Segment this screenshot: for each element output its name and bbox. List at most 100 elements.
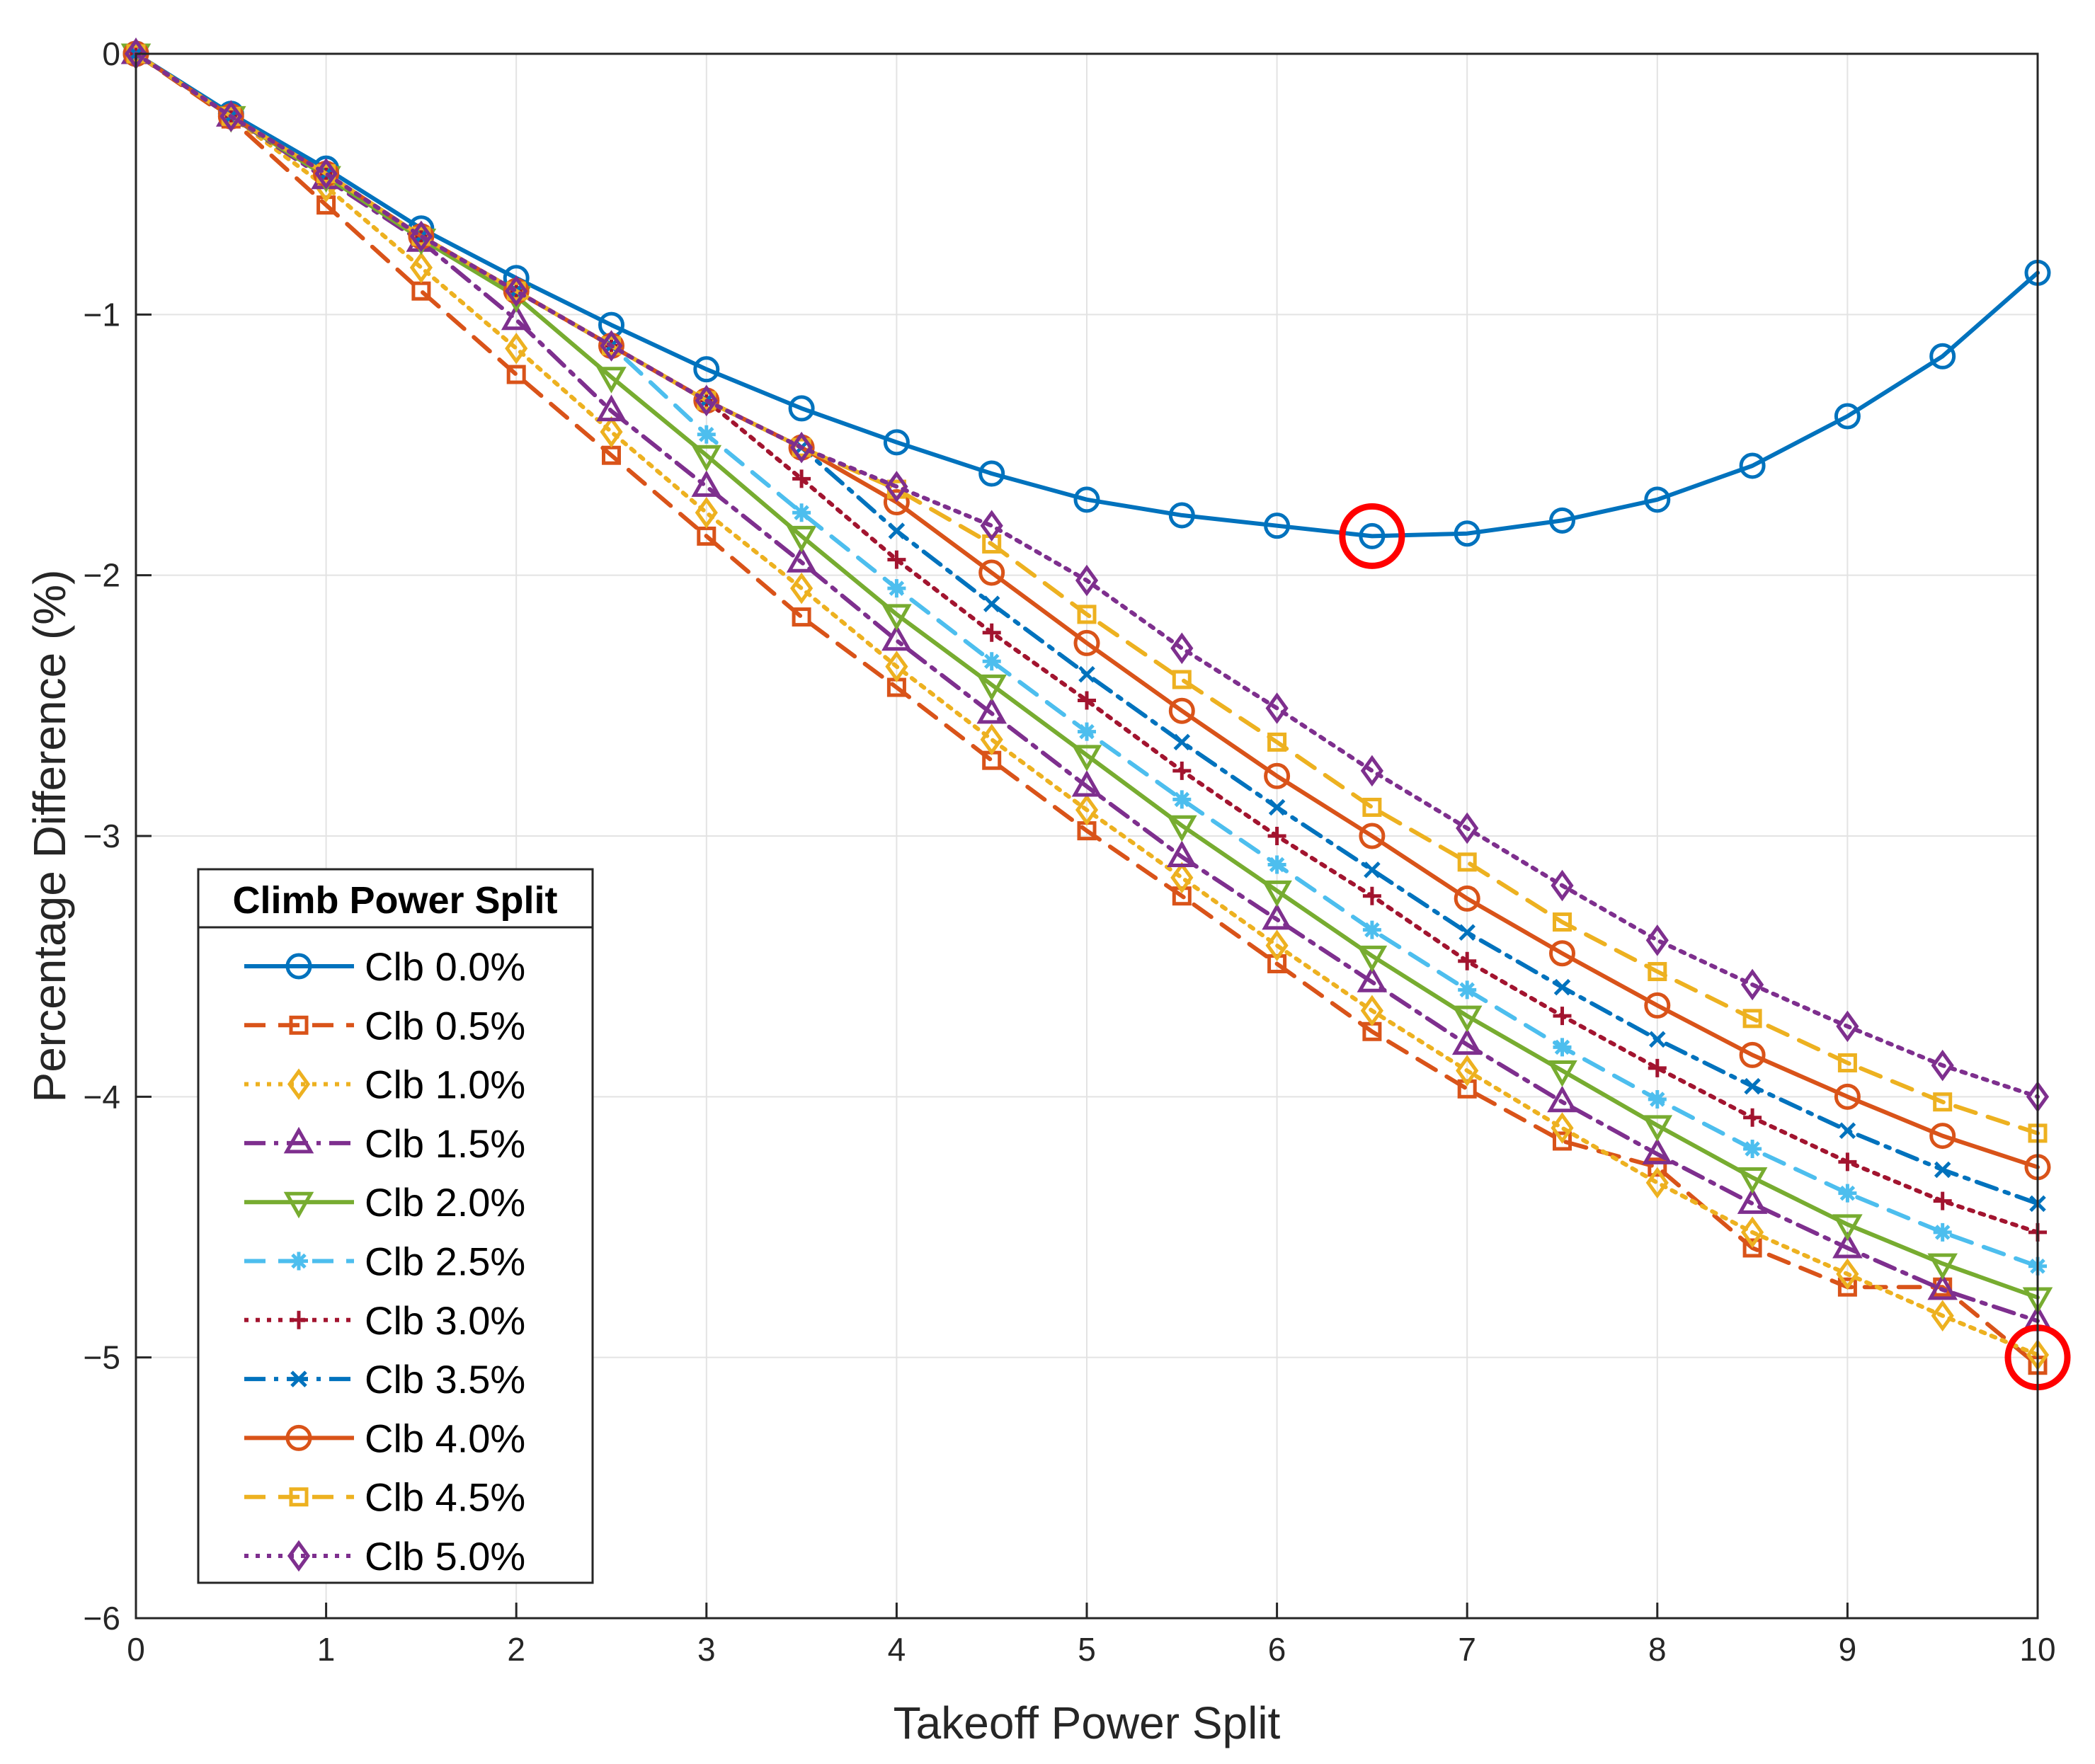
y-tick-label: −5: [84, 1339, 120, 1376]
data-point: [1172, 670, 1192, 689]
data-point: [1359, 522, 1386, 549]
data-point: [596, 394, 627, 422]
legend-marker: [287, 1068, 311, 1100]
data-point: [1264, 762, 1291, 789]
data-point: [887, 579, 906, 598]
data-point: [1838, 1152, 1857, 1172]
data-point: [501, 303, 532, 331]
y-tick-label: −4: [84, 1078, 120, 1115]
data-point: [980, 723, 1003, 755]
data-point: [883, 489, 910, 516]
data-point: [314, 158, 338, 190]
y-tick-label: −1: [84, 296, 120, 333]
legend-entry: Clb 2.5%: [244, 1239, 525, 1284]
data-point: [790, 431, 814, 464]
data-point: [1645, 924, 1669, 956]
legend-entry: Clb 4.5%: [244, 1475, 525, 1520]
data-point: [1934, 1161, 1951, 1179]
data-point: [792, 607, 811, 627]
data-point: [1071, 769, 1102, 797]
data-point: [1167, 840, 1197, 867]
legend-entry: Clb 3.5%: [244, 1357, 525, 1402]
x-tick-label: 9: [1839, 1631, 1857, 1668]
y-tick-label: −6: [84, 1600, 120, 1637]
data-point: [1839, 1122, 1856, 1139]
data-point: [983, 595, 1000, 612]
data-point: [1642, 1138, 1673, 1164]
data-point: [409, 251, 433, 284]
legend-entry: Clb 1.5%: [244, 1121, 525, 1166]
legend-entry: Clb 2.0%: [244, 1180, 525, 1225]
data-point: [1837, 1277, 1857, 1297]
data-point: [600, 416, 623, 448]
data-point: [1644, 992, 1671, 1019]
legend-entry: Clb 0.0%: [244, 944, 525, 989]
data-point: [1549, 940, 1575, 967]
data-point: [1075, 564, 1099, 597]
legend-label: Clb 5.0%: [365, 1534, 525, 1579]
x-tick-label: 4: [888, 1631, 906, 1668]
data-point: [1648, 962, 1667, 982]
legend-label: Clb 2.5%: [365, 1239, 525, 1284]
data-point: [1836, 1258, 1859, 1290]
data-point: [1456, 1055, 1479, 1087]
data-point: [1553, 1007, 1572, 1026]
data-point: [1553, 912, 1572, 932]
legend-label: Clb 3.5%: [365, 1357, 525, 1402]
data-point: [1359, 823, 1386, 849]
y-axis-title: Percentage Difference (%): [24, 570, 75, 1103]
data-point: [1834, 1083, 1861, 1110]
data-point: [1073, 629, 1100, 656]
data-point: [1173, 733, 1191, 751]
data-point: [976, 674, 1007, 701]
data-point: [1362, 920, 1381, 939]
data-point: [1737, 1187, 1768, 1214]
data-point: [1172, 790, 1192, 809]
data-point: [1262, 903, 1292, 930]
legend-label: Clb 2.0%: [365, 1180, 525, 1225]
ticks: 0 1 2 3 4 5 6 7 8 9 10 0 −1 −2 −3 −4 −5 −6: [84, 35, 2056, 1668]
series-line: [134, 52, 2040, 1324]
data-point: [1265, 929, 1289, 961]
data-point: [1739, 1041, 1766, 1068]
data-point: [1268, 798, 1286, 816]
legend-entry: Clb 3.0%: [244, 1298, 525, 1343]
data-point: [1075, 794, 1099, 826]
data-point: [600, 330, 623, 362]
data-point: [1170, 632, 1194, 665]
data-point: [1551, 1112, 1574, 1144]
y-tick-label: −3: [84, 818, 120, 854]
legend-label: Clb 0.5%: [365, 1003, 525, 1048]
data-point: [978, 460, 1005, 487]
data-point: [1267, 827, 1286, 845]
legend-marker: [290, 1370, 307, 1387]
x-tick-label: 1: [317, 1631, 336, 1668]
x-tick-label: 8: [1648, 1631, 1667, 1668]
data-point: [1357, 945, 1388, 973]
data-point: [1929, 1123, 1956, 1150]
data-point: [1553, 978, 1571, 996]
data-point: [1458, 980, 1477, 1000]
data-point: [1458, 951, 1477, 970]
data-point: [982, 623, 1001, 642]
data-point: [505, 275, 528, 307]
series-group: [120, 37, 2053, 1375]
data-point: [788, 395, 815, 422]
data-point: [1454, 520, 1480, 547]
legend-entry: Clb 5.0%: [244, 1534, 525, 1579]
legend-label: Clb 0.0%: [365, 944, 525, 989]
data-point: [1078, 665, 1095, 683]
data-point: [982, 652, 1001, 671]
data-point: [792, 469, 811, 488]
data-point: [1834, 403, 1861, 430]
y-tick-label: 0: [102, 35, 120, 72]
data-point: [1167, 815, 1197, 842]
data-point: [1073, 486, 1100, 513]
data-point: [1742, 1238, 1762, 1258]
data-point: [976, 697, 1007, 724]
data-point: [881, 624, 912, 651]
data-point: [1458, 924, 1475, 941]
data-point: [219, 101, 243, 132]
data-point: [1553, 1038, 1572, 1057]
